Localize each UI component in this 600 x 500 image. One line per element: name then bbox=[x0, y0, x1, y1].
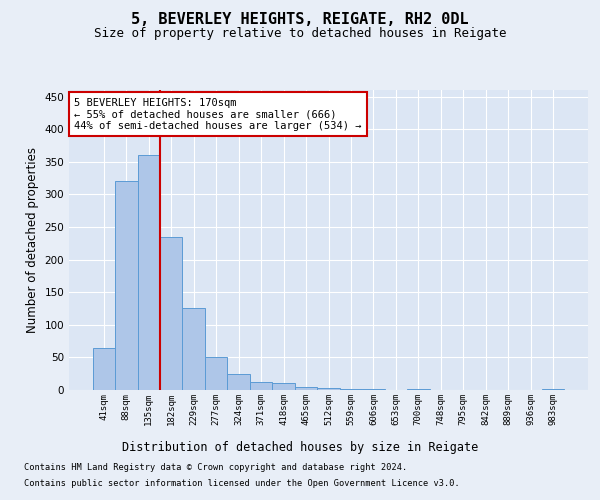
Bar bbox=[250, 382, 272, 390]
Text: 5, BEVERLEY HEIGHTS, REIGATE, RH2 0DL: 5, BEVERLEY HEIGHTS, REIGATE, RH2 0DL bbox=[131, 12, 469, 28]
Bar bbox=[272, 384, 295, 390]
Text: Size of property relative to detached houses in Reigate: Size of property relative to detached ho… bbox=[94, 28, 506, 40]
Bar bbox=[115, 182, 137, 390]
Text: Contains public sector information licensed under the Open Government Licence v3: Contains public sector information licen… bbox=[24, 478, 460, 488]
Y-axis label: Number of detached properties: Number of detached properties bbox=[26, 147, 39, 333]
Bar bbox=[227, 374, 250, 390]
Text: 5 BEVERLEY HEIGHTS: 170sqm
← 55% of detached houses are smaller (666)
44% of sem: 5 BEVERLEY HEIGHTS: 170sqm ← 55% of deta… bbox=[74, 98, 362, 130]
Bar bbox=[407, 388, 430, 390]
Bar bbox=[295, 386, 317, 390]
Text: Contains HM Land Registry data © Crown copyright and database right 2024.: Contains HM Land Registry data © Crown c… bbox=[24, 464, 407, 472]
Bar bbox=[542, 388, 565, 390]
Bar bbox=[317, 388, 340, 390]
Text: Distribution of detached houses by size in Reigate: Distribution of detached houses by size … bbox=[122, 441, 478, 454]
Bar bbox=[182, 308, 205, 390]
Bar bbox=[160, 236, 182, 390]
Bar bbox=[205, 358, 227, 390]
Bar bbox=[92, 348, 115, 390]
Bar bbox=[340, 388, 362, 390]
Bar bbox=[137, 155, 160, 390]
